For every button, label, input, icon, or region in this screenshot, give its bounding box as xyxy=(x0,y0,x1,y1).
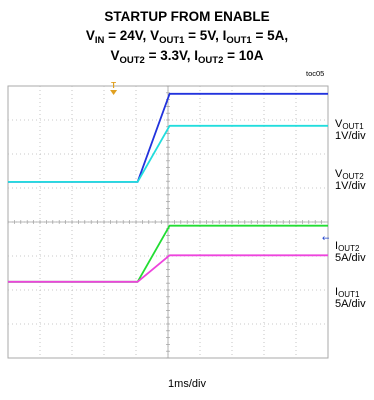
ground-marker-icon: ← xyxy=(322,234,330,244)
trigger-arrow-icon xyxy=(110,90,118,95)
figure-id-label: toc05 xyxy=(306,69,325,78)
channel-label-vout1: VOUT1 1V/div xyxy=(335,118,366,142)
channel-label-iout1: IOUT1 5A/div xyxy=(335,286,366,310)
trace-iout1 xyxy=(8,254,328,283)
channel-label-vout2: VOUT2 1V/div xyxy=(335,168,366,192)
chart-title-line-1: STARTUP FROM ENABLE xyxy=(104,9,270,24)
channel-label-iout2: IOUT2 5A/div xyxy=(335,240,366,264)
timebase-label: 1ms/div xyxy=(168,378,206,390)
channel-scale-vout1: 1V/div xyxy=(335,130,366,142)
chart-title-line-2: VIN = 24V, VOUT1 = 5V, IOUT1 = 5A, xyxy=(85,28,289,46)
chart-title-line-3: VOUT2 = 3.3V, IOUT2 = 10A xyxy=(110,48,264,66)
trigger-marker-label: T xyxy=(111,81,116,90)
channel-scale-iout1: 5A/div xyxy=(335,298,366,310)
trace-vout2 xyxy=(8,124,328,183)
channel-scale-vout2: 1V/div xyxy=(335,180,366,192)
channel-scale-iout2: 5A/div xyxy=(335,252,366,264)
